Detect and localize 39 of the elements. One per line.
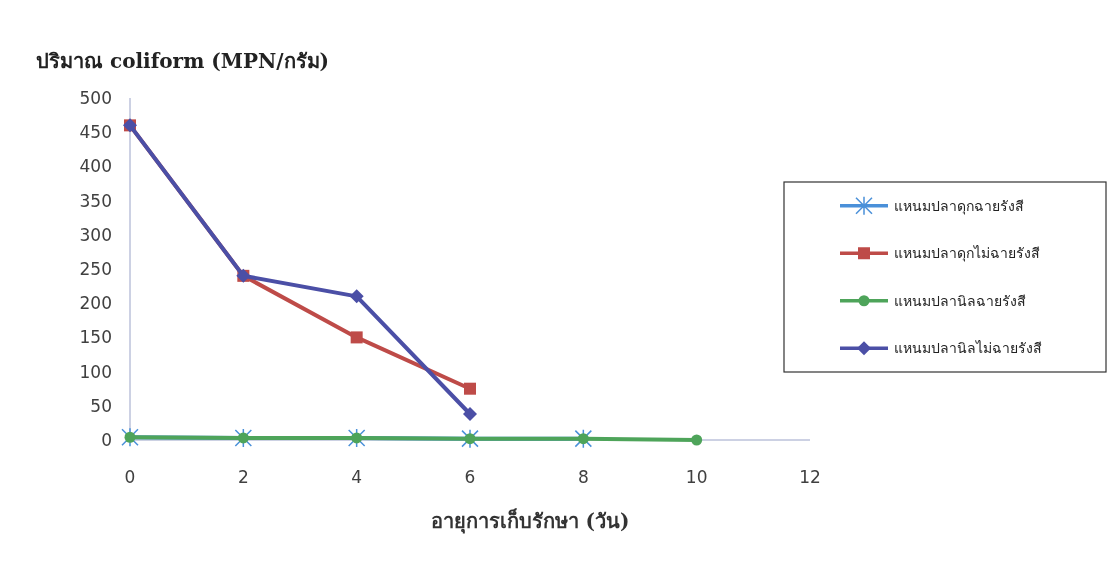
point (350, 331, 363, 344)
point (577, 433, 589, 445)
y-tick-label: 50 (90, 395, 112, 416)
point (124, 431, 136, 443)
legend-label: แหนมปลานิลไม่ฉายรังสี (894, 340, 1042, 357)
y-tick-label: 350 (79, 190, 112, 211)
point (464, 433, 476, 445)
point (463, 407, 477, 422)
y-tick-label: 0 (101, 430, 112, 450)
x-tick-label: 0 (124, 467, 136, 487)
x-tick-label: 10 (685, 467, 708, 487)
point (691, 434, 703, 446)
point (237, 432, 249, 444)
point (351, 432, 363, 444)
x-tick-label: 4 (351, 467, 363, 487)
point (461, 428, 479, 449)
legend-label: แหนมปลานิลฉายรังสี (894, 292, 1026, 309)
y-tick-label: 200 (79, 293, 112, 314)
point (234, 428, 253, 448)
legend-label: แหนมปลาดุกฉายรังสี (894, 197, 1024, 215)
x-axis-title: อายุการเก็บรักษา (วัน) (430, 508, 630, 534)
y-tick-label: 150 (79, 327, 112, 348)
y-tick-label: 500 (79, 88, 112, 108)
y-tick-label: 300 (79, 224, 112, 245)
point (464, 382, 476, 395)
point (574, 428, 593, 449)
x-tick-label: 6 (464, 467, 476, 487)
y-tick-label: 450 (79, 122, 112, 143)
y-tick-label: 250 (79, 259, 112, 279)
x-tick-label: 2 (237, 467, 249, 487)
x-tick-label: 12 (799, 467, 821, 487)
y-tick-label: 100 (79, 361, 112, 382)
legend-label: แหนมปลาดุกไม่ฉายรังสี (894, 245, 1040, 263)
x-tick-label: 8 (577, 467, 589, 487)
chart-title: ปริมาณ coliform (MPN/กรัม) (36, 49, 329, 73)
point (347, 428, 366, 448)
point (121, 427, 139, 448)
point (349, 289, 364, 304)
y-tick-label: 400 (79, 156, 112, 177)
